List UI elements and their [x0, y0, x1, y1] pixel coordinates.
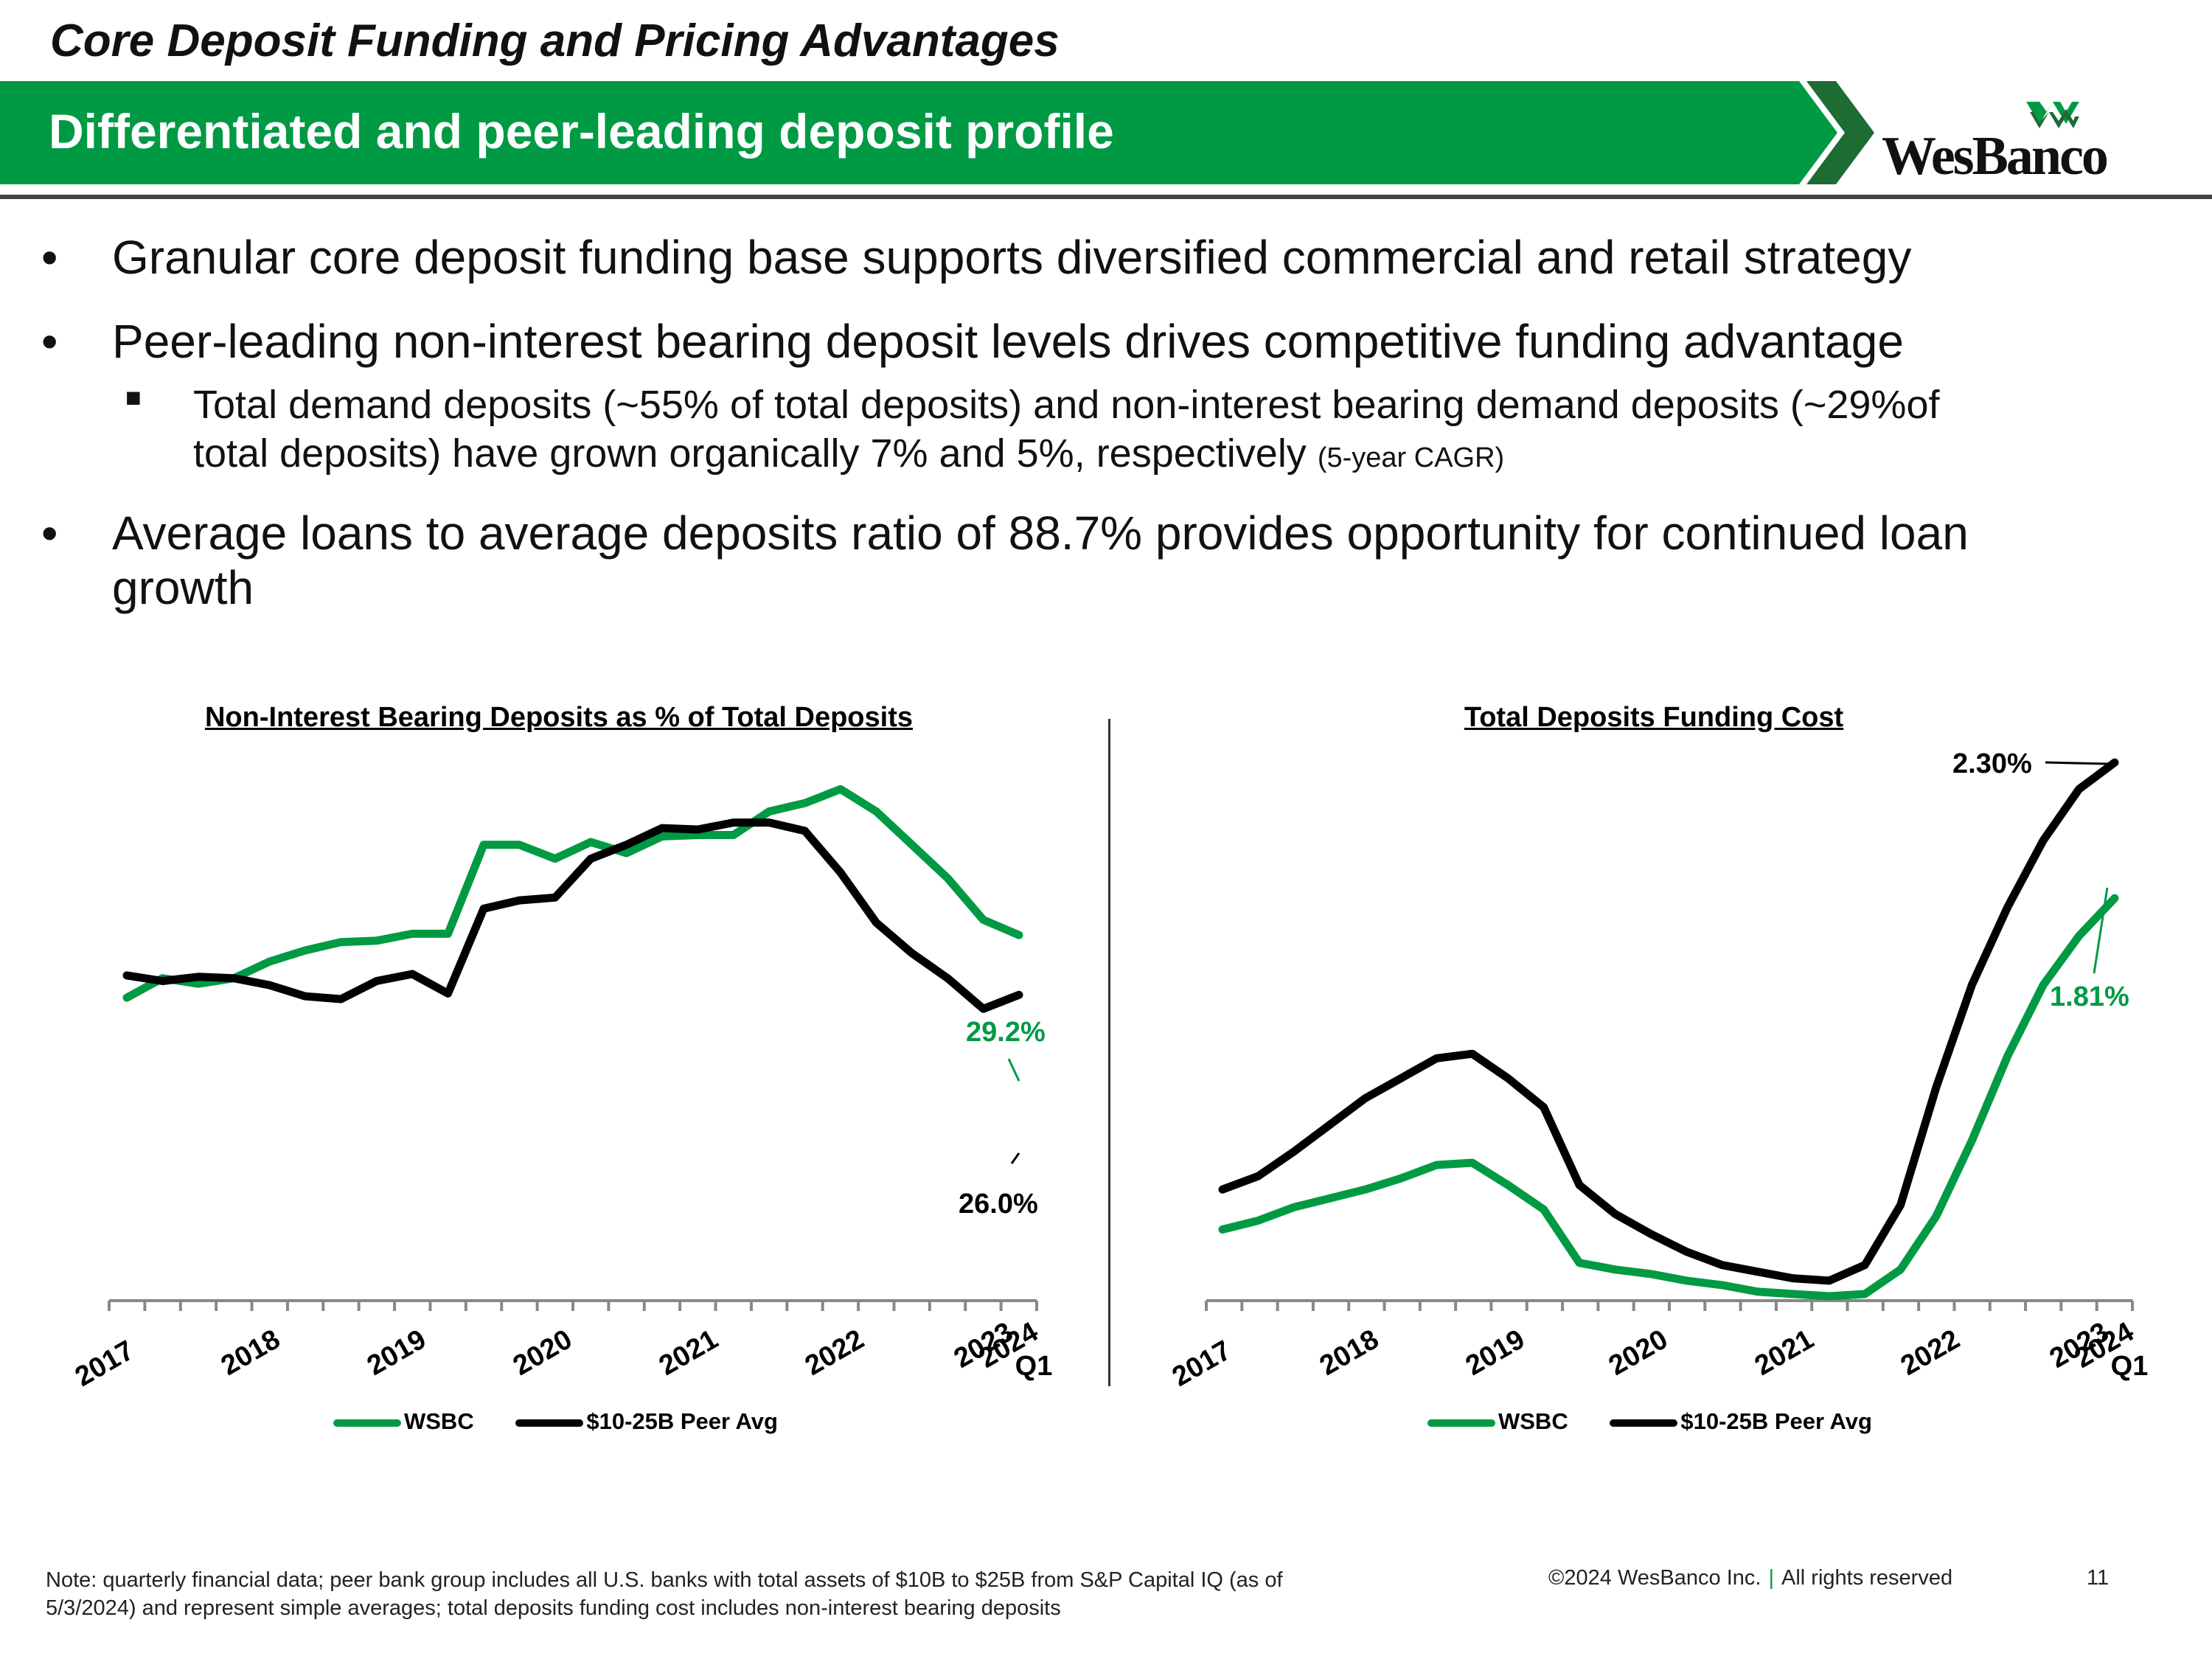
x-tick-label: 2020 — [1604, 1324, 1673, 1382]
sub-bullet-line: Total demand deposits (~55% of total dep… — [193, 383, 1940, 427]
x-tick-label: 2020 — [508, 1324, 577, 1382]
legend-item-peer: $10-25B Peer Avg — [515, 1408, 778, 1434]
title-banner — [0, 81, 1874, 184]
section-title: Core Deposit Funding and Pricing Advanta… — [50, 15, 1060, 66]
sub-bullet-line: total deposits) have grown organically 7… — [193, 431, 1504, 476]
legend-swatch — [333, 1419, 401, 1427]
legend-item-wsbc: WSBC — [1427, 1408, 1568, 1434]
legend-swatch — [1610, 1419, 1678, 1427]
x-tick-label: 2018 — [1315, 1324, 1384, 1382]
sub-bullet-text: total deposits) have grown organically 7… — [193, 431, 1307, 476]
legend-item-peer: $10-25B Peer Avg — [1610, 1408, 1872, 1434]
legend-swatch — [515, 1419, 584, 1427]
bullet-text: Granular core deposit funding base suppo… — [112, 231, 1912, 284]
bullet-dot: • — [41, 315, 58, 368]
series-line-wsbc — [1218, 894, 2119, 1301]
x-tick-label: 2018 — [216, 1324, 285, 1382]
x-tick-label: 2017 — [70, 1335, 139, 1393]
bullet-text: Peer-leading non-interest bearing deposi… — [112, 315, 1904, 368]
svg-text:WesBanco: WesBanco — [1882, 126, 2107, 183]
chart-funding-cost: 2017 2018 2019 2020 2021 2022 20232024Q12.30%1… — [1167, 748, 2148, 1393]
x-tick-label: 2017 — [1167, 1335, 1237, 1393]
x-tick-label: Q1 — [1015, 1351, 1053, 1382]
series-line-peer — [122, 818, 1023, 1013]
x-tick-label: 2019 — [1461, 1324, 1530, 1382]
legend-swatch — [1427, 1419, 1495, 1427]
leader-line — [1010, 1152, 1020, 1164]
x-tick-label: 2022 — [1896, 1324, 1965, 1382]
sub-bullet-note: (5-year CAGR) — [1317, 442, 1505, 473]
data-label: 26.0% — [959, 1189, 1038, 1220]
legend-nib: WSBC $10-25B Peer Avg — [333, 1408, 778, 1435]
leader-line — [1007, 1058, 1020, 1082]
chart-title-funding-cost: Total Deposits Funding Cost — [1464, 702, 1844, 733]
page-number: 11 — [2087, 1566, 2110, 1590]
copyright: ©2024 WesBanco Inc. | All rights reserved — [1548, 1566, 1953, 1590]
leader-line — [2045, 761, 2110, 765]
wesbanco-logo: WesBanco — [1879, 87, 2137, 187]
series-line-peer — [1218, 758, 2119, 1285]
leader-line — [2093, 887, 2109, 974]
bullet-text: growth — [112, 561, 254, 614]
footnote-line: 5/3/2024) and represent simple averages;… — [46, 1596, 1061, 1620]
data-label: 2.30% — [1952, 748, 2032, 779]
legend-item-wsbc: WSBC — [333, 1408, 474, 1434]
x-tick-label: 2019 — [362, 1324, 431, 1382]
x-tick-label: Q1 — [2111, 1351, 2149, 1382]
footnote: Note: quarterly financial data; peer ban… — [46, 1566, 1498, 1622]
x-tick-label: 2021 — [654, 1324, 723, 1382]
bullet-dot: • — [41, 231, 58, 284]
square-bullet-icon: ■ — [125, 382, 142, 412]
banner-title: Differentiated and peer-leading deposit … — [49, 104, 1114, 159]
header-rule — [0, 195, 2212, 199]
x-tick-label: 2022 — [800, 1324, 869, 1382]
chart-nib: 2017 2018 2019 2020 2021 2022 20232024Q129.2%2… — [70, 785, 1053, 1393]
chart-title-nib: Non-Interest Bearing Deposits as % of To… — [204, 702, 914, 733]
footnote-line: Note: quarterly financial data; peer ban… — [46, 1568, 1283, 1592]
bullet-dot: • — [41, 507, 58, 560]
legend-funding-cost: WSBC $10-25B Peer Avg — [1427, 1408, 1872, 1435]
chart-divider — [1108, 719, 1110, 1386]
x-tick-label: 2021 — [1750, 1324, 1819, 1382]
bullet-text: Average loans to average deposits ratio … — [112, 507, 1969, 560]
series-line-wsbc — [122, 785, 1023, 1002]
data-label: 29.2% — [966, 1017, 1046, 1048]
data-label: 1.81% — [2050, 981, 2129, 1012]
